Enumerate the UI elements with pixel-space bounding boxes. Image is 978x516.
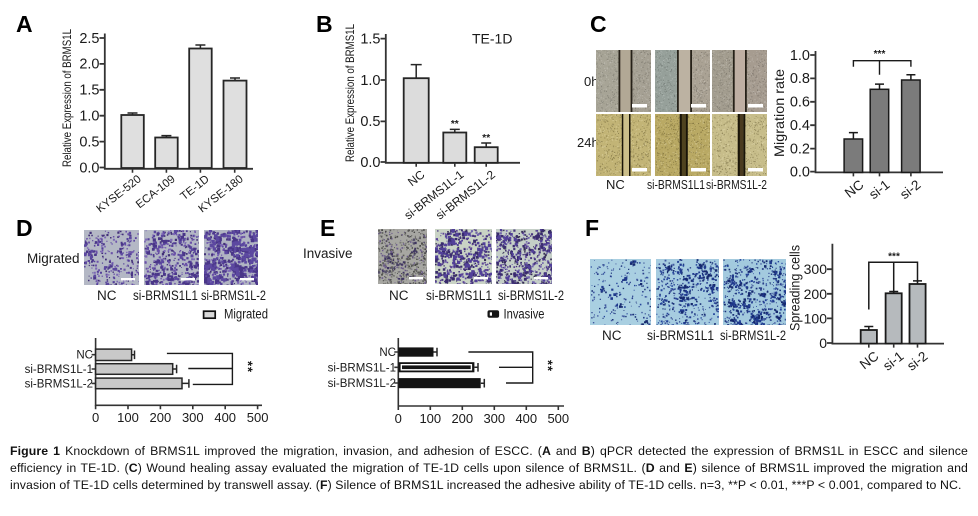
svg-text:D: D bbox=[16, 215, 33, 241]
svg-text:si-2: si-2 bbox=[904, 348, 930, 373]
svg-text:TE-1D: TE-1D bbox=[472, 31, 512, 47]
svg-text:200: 200 bbox=[150, 410, 172, 425]
svg-text:2.0: 2.0 bbox=[79, 57, 99, 73]
svg-text:si-2: si-2 bbox=[897, 177, 923, 202]
svg-text:0.5: 0.5 bbox=[360, 114, 380, 130]
svg-text:0.0: 0.0 bbox=[790, 164, 810, 180]
svg-text:si-BRMS1L-2: si-BRMS1L-2 bbox=[25, 378, 93, 390]
svg-text:NC: NC bbox=[606, 177, 625, 192]
svg-text:Relative Expression of BRMS1L: Relative Expression of BRMS1L bbox=[60, 29, 74, 167]
svg-text:0.2: 0.2 bbox=[790, 141, 810, 157]
svg-text:2.5: 2.5 bbox=[79, 31, 99, 47]
svg-text:si-BRMS1L1: si-BRMS1L1 bbox=[647, 177, 705, 192]
svg-text:0: 0 bbox=[819, 335, 827, 351]
svg-text:100: 100 bbox=[419, 411, 441, 426]
svg-text:300: 300 bbox=[483, 411, 505, 426]
svg-text:100: 100 bbox=[117, 410, 139, 425]
svg-text:si-BRMS1L-1: si-BRMS1L-1 bbox=[328, 362, 396, 374]
svg-text:300: 300 bbox=[804, 261, 828, 277]
svg-text:NC: NC bbox=[97, 288, 117, 303]
svg-text:C: C bbox=[590, 11, 607, 37]
svg-text:**: ** bbox=[541, 360, 556, 372]
svg-text:0.0: 0.0 bbox=[79, 160, 99, 176]
svg-text:0.4: 0.4 bbox=[790, 118, 810, 134]
svg-text:***: *** bbox=[888, 252, 900, 263]
svg-text:100: 100 bbox=[804, 310, 828, 326]
svg-text:si-BRMS1L1: si-BRMS1L1 bbox=[647, 328, 714, 343]
svg-text:500: 500 bbox=[547, 411, 569, 426]
svg-text:**: ** bbox=[482, 133, 490, 144]
svg-text:KYSE-520: KYSE-520 bbox=[94, 173, 143, 215]
svg-text:0: 0 bbox=[395, 411, 402, 426]
svg-text:Migrated: Migrated bbox=[224, 306, 268, 321]
svg-text:si-1: si-1 bbox=[866, 177, 892, 202]
svg-text:300: 300 bbox=[182, 410, 204, 425]
svg-text:A: A bbox=[16, 11, 33, 37]
svg-text:200: 200 bbox=[804, 286, 828, 302]
svg-text:**: ** bbox=[241, 361, 256, 373]
svg-text:si-BRMS1L-2: si-BRMS1L-2 bbox=[201, 288, 266, 303]
svg-text:Spreading cells: Spreading cells bbox=[787, 245, 803, 331]
svg-text:NC: NC bbox=[379, 347, 396, 359]
svg-text:si-BRMS1L-2: si-BRMS1L-2 bbox=[720, 328, 786, 343]
svg-text:Invasive: Invasive bbox=[504, 306, 545, 321]
svg-text:si-BRMS1L-1: si-BRMS1L-1 bbox=[25, 364, 93, 376]
svg-text:0.6: 0.6 bbox=[790, 95, 810, 111]
svg-text:NC: NC bbox=[857, 348, 882, 372]
svg-text:NC: NC bbox=[76, 350, 93, 362]
svg-text:Migrated: Migrated bbox=[27, 251, 80, 266]
svg-text:0.5: 0.5 bbox=[79, 134, 99, 150]
svg-text:NC: NC bbox=[389, 288, 409, 303]
svg-text:si-1: si-1 bbox=[880, 348, 906, 373]
svg-text:0.0: 0.0 bbox=[360, 155, 380, 171]
svg-text:Relative Expression of BRMS1L: Relative Expression of BRMS1L bbox=[343, 24, 357, 162]
svg-text:0: 0 bbox=[92, 410, 99, 425]
svg-text:400: 400 bbox=[214, 410, 236, 425]
svg-text:1.0: 1.0 bbox=[360, 73, 380, 89]
svg-text:***: *** bbox=[874, 49, 886, 60]
svg-text:24h: 24h bbox=[577, 135, 599, 150]
svg-text:NC: NC bbox=[602, 328, 622, 343]
svg-text:0.8: 0.8 bbox=[790, 71, 810, 87]
svg-text:E: E bbox=[320, 215, 335, 241]
svg-text:500: 500 bbox=[247, 410, 269, 425]
svg-text:Migration rate: Migration rate bbox=[771, 69, 787, 157]
svg-text:F: F bbox=[585, 215, 599, 241]
svg-text:si-BRMS1L-2: si-BRMS1L-2 bbox=[706, 177, 767, 192]
svg-text:1.0: 1.0 bbox=[79, 109, 99, 125]
svg-text:NC: NC bbox=[842, 177, 867, 201]
svg-text:NC: NC bbox=[405, 167, 428, 189]
svg-text:1.5: 1.5 bbox=[79, 83, 99, 99]
svg-text:si-BRMS1L-2: si-BRMS1L-2 bbox=[328, 378, 396, 390]
svg-text:1.0: 1.0 bbox=[790, 48, 810, 64]
svg-text:B: B bbox=[316, 11, 333, 37]
svg-text:si-BRMS1L1: si-BRMS1L1 bbox=[426, 288, 492, 303]
svg-text:**: ** bbox=[451, 119, 459, 130]
svg-text:200: 200 bbox=[451, 411, 473, 426]
svg-text:si-BRMS1L1: si-BRMS1L1 bbox=[133, 288, 198, 303]
svg-text:400: 400 bbox=[515, 411, 537, 426]
svg-text:0h: 0h bbox=[584, 74, 598, 89]
svg-text:Invasive: Invasive bbox=[303, 246, 353, 261]
svg-text:1.5: 1.5 bbox=[360, 31, 380, 47]
svg-text:si-BRMS1L-2: si-BRMS1L-2 bbox=[498, 288, 564, 303]
